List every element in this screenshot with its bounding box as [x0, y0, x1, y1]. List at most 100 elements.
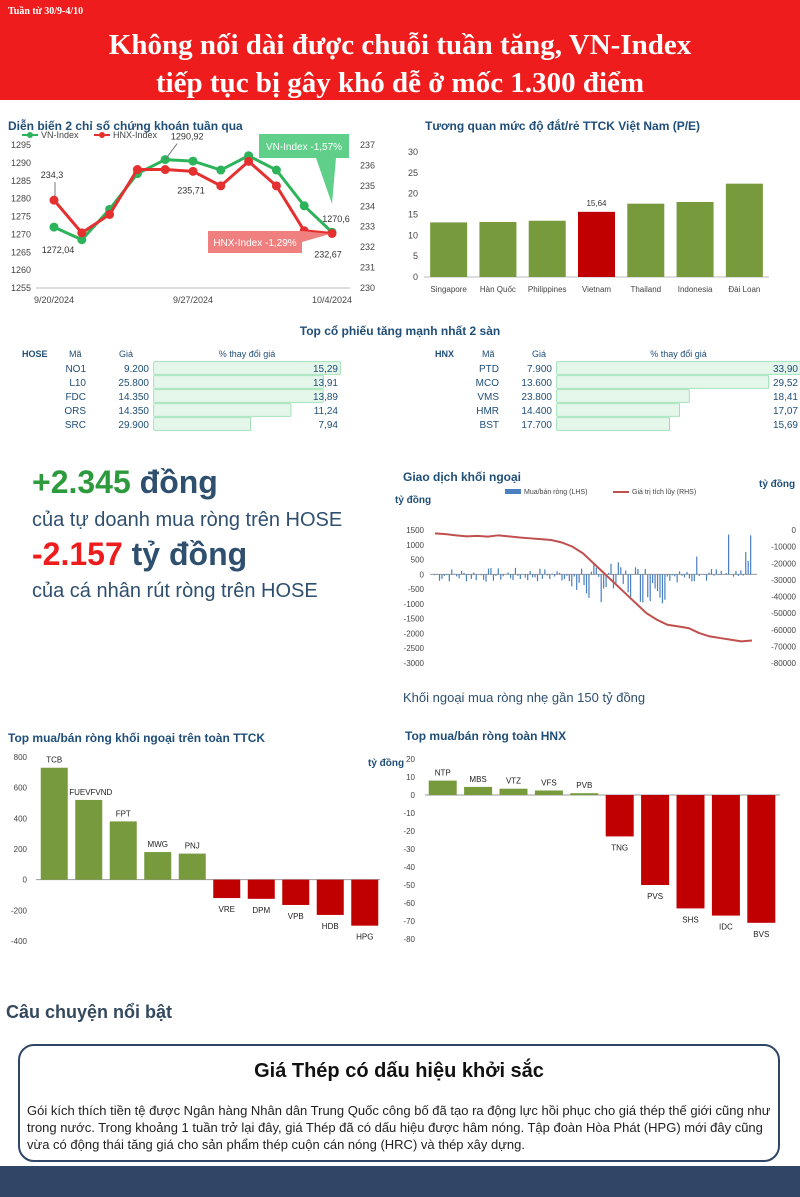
- pe-chart-title: Tương quan mức độ đắt/rẻ TTCK Việt Nam (…: [425, 119, 701, 133]
- x-tick-label: Vietnam: [582, 285, 612, 294]
- bar-vre: [213, 879, 241, 899]
- flow-bar: [713, 574, 715, 576]
- header-banner: Tuần từ 30/9-4/10 Không nối dài được chu…: [0, 0, 800, 100]
- flow-bar: [598, 574, 600, 577]
- flow-bar: [742, 574, 744, 576]
- data-point: [271, 181, 281, 191]
- legend-label: Giá trị tích lũy (RHS): [632, 489, 696, 496]
- category-label: VRE: [219, 905, 235, 914]
- flow-bar: [576, 574, 578, 590]
- x-tick-label: 9/20/2024: [34, 295, 74, 305]
- bar-shs: [676, 795, 705, 909]
- change-value: 13,91: [313, 378, 338, 389]
- flow-bar: [747, 560, 749, 575]
- story-title: Giá Thép có dấu hiệu khởi sắc: [254, 1060, 544, 1082]
- category-label: VTZ: [506, 777, 521, 786]
- gainers-table: HOSE Mã Giá % thay đổi giá NO1 9.200 15,29 L10 2…: [22, 349, 800, 431]
- foreign-note: Khối ngoại mua ròng nhẹ gần 150 tỷ đồng: [403, 690, 646, 705]
- flow-bar: [568, 574, 570, 582]
- left-tick-label: -1000: [404, 600, 425, 609]
- y-tick-label: -30: [403, 845, 415, 854]
- flow-bar: [470, 574, 472, 579]
- stock-code: L10: [69, 378, 86, 389]
- right-tick-label: 231: [360, 263, 375, 273]
- legend-label: HNX-Index: [113, 130, 158, 140]
- flow-bar: [661, 574, 664, 604]
- flow-bar: [683, 574, 686, 578]
- flow-bar: [487, 568, 490, 575]
- data-point: [244, 156, 254, 166]
- flow-bar: [448, 574, 450, 582]
- flow-bar: [519, 574, 521, 580]
- category-label: VFS: [541, 779, 557, 788]
- flow-bar: [465, 574, 468, 582]
- bar-vfs: [534, 790, 563, 795]
- flow-bar: [456, 574, 458, 577]
- category-label: IDC: [719, 923, 733, 932]
- left-tick-label: 1265: [11, 247, 31, 257]
- flow-bar: [627, 574, 629, 593]
- legend-swatch: [505, 489, 521, 494]
- flow-bar: [451, 569, 453, 575]
- flow-bar: [659, 574, 661, 598]
- stock-code: PTD: [479, 364, 499, 375]
- flow-bar: [536, 574, 539, 582]
- stock-code: ORS: [64, 406, 86, 417]
- category-label: DPM: [252, 906, 270, 915]
- y-tick-label: -200: [11, 906, 28, 915]
- right-tick-label: -10000: [771, 543, 796, 552]
- change-bar-fill: [154, 362, 340, 374]
- flow-bar: [637, 568, 639, 575]
- data-point: [49, 195, 59, 205]
- flow-bar: [634, 567, 637, 575]
- flow-bar: [527, 574, 529, 581]
- bar-hpg: [351, 879, 379, 926]
- left-axis-unit: tỷ đồng: [395, 494, 431, 506]
- bar-tng: [605, 795, 634, 837]
- data-point: [105, 209, 115, 219]
- col-header-code: Mã: [69, 349, 82, 359]
- bar-pnj: [178, 853, 206, 880]
- y-tick-label: -20: [403, 827, 415, 836]
- flow-bar: [483, 574, 485, 580]
- change-value: 7,94: [319, 420, 339, 431]
- left-tick-label: -1500: [404, 615, 425, 624]
- right-tick-label: -80000: [771, 659, 796, 668]
- right-tick-label: 233: [360, 222, 375, 232]
- y-tick-label: -60: [403, 899, 415, 908]
- hnxindex-callout-label: HNX-Index -1,29%: [213, 238, 296, 249]
- flow-bar: [705, 574, 708, 581]
- bar-đài-loan: [725, 183, 763, 277]
- flow-bar: [529, 571, 531, 575]
- right-tick-label: 234: [360, 201, 375, 211]
- data-point: [160, 165, 170, 175]
- flow-bar: [512, 574, 514, 580]
- right-tick-label: 235: [360, 181, 375, 191]
- y-tick-label: 10: [406, 773, 415, 782]
- category-label: NTP: [435, 769, 451, 778]
- flow-bar: [600, 574, 602, 603]
- col-header-price: Giá: [119, 349, 133, 359]
- data-point: [188, 156, 198, 166]
- stock-price: 14.400: [521, 406, 552, 417]
- flow-bar: [563, 574, 566, 580]
- bar-fuevfvnd: [75, 799, 103, 880]
- flow-bar: [654, 574, 656, 589]
- flow-bar: [603, 574, 605, 589]
- highlight-1-value: +2.345: [32, 464, 131, 500]
- data-label: 232,67: [314, 249, 342, 259]
- y-tick-label: 0: [23, 876, 28, 885]
- flow-bar: [473, 572, 475, 575]
- legend-marker: [27, 132, 33, 138]
- x-tick-label: Philippines: [528, 285, 567, 294]
- col-header-price: Giá: [532, 349, 546, 359]
- left-tick-label: 1260: [11, 265, 31, 275]
- bar-mwg: [144, 852, 172, 880]
- flow-bar: [605, 574, 607, 588]
- y-tick-label: 5: [413, 251, 418, 261]
- stock-code: BST: [480, 420, 499, 431]
- flow-bar: [715, 569, 717, 575]
- flow-bar: [514, 567, 517, 575]
- change-bar-fill: [557, 404, 680, 416]
- flow-bar: [620, 567, 622, 575]
